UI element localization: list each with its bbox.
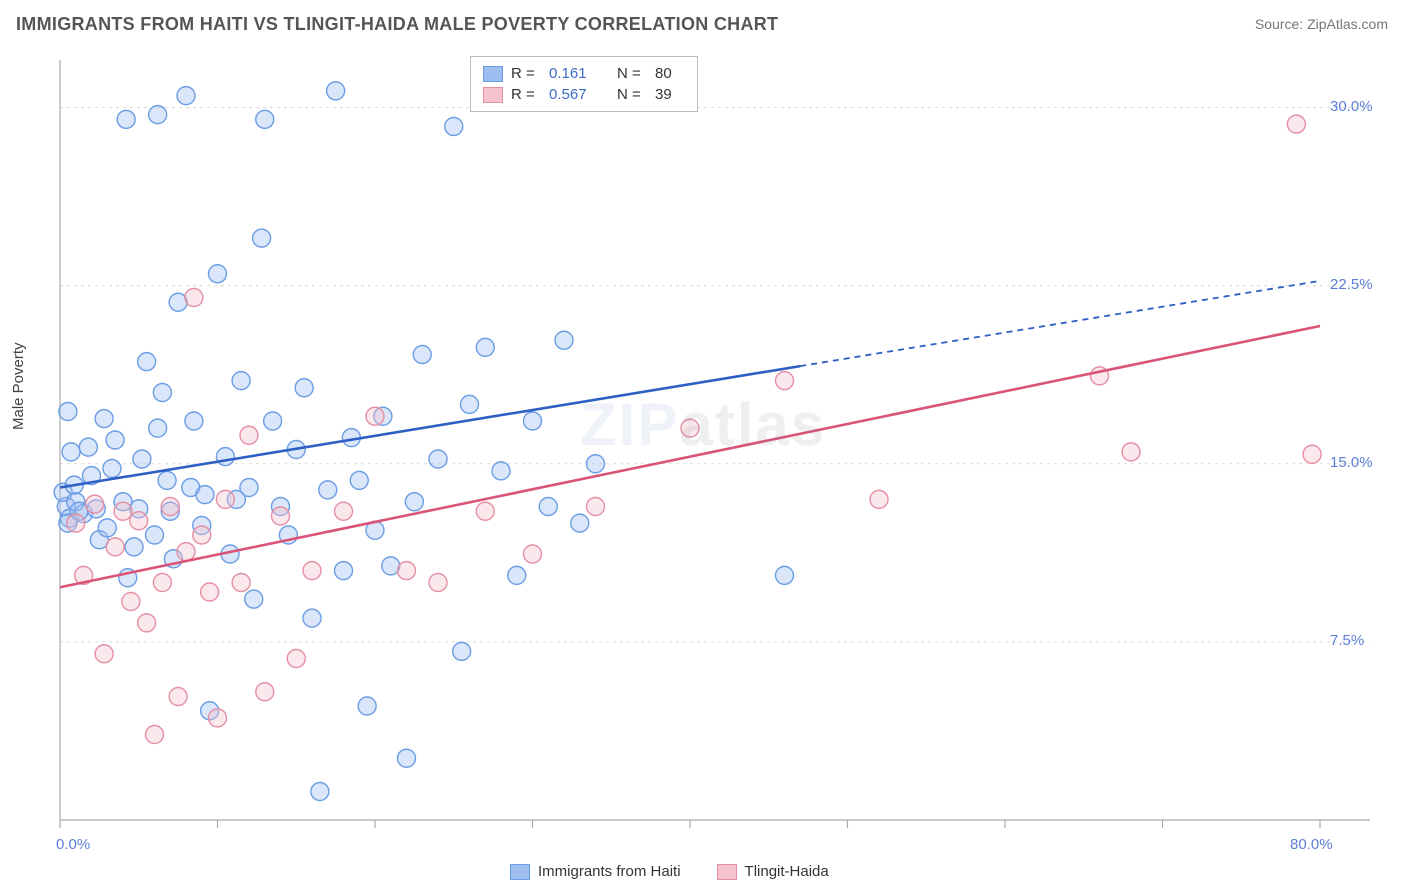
legend-n-symbol: N = [617,86,647,103]
source-site: ZipAtlas.com [1307,16,1388,32]
y-axis-label: Male Poverty [10,342,27,430]
legend-r-value-tlingit: 0.567 [549,86,609,103]
y-tick-label: 15.0% [1330,454,1373,471]
legend-r-value-haiti: 0.161 [549,65,609,82]
legend-swatch-haiti [483,66,503,82]
legend-swatch-tlingit-icon [717,864,737,880]
legend-row-haiti: R = 0.161 N = 80 [483,63,685,84]
legend-item-tlingit: Tlingit-Haida [717,863,829,880]
legend-item-haiti: Immigrants from Haiti [510,863,681,880]
legend-label-haiti: Immigrants from Haiti [538,863,681,880]
y-tick-label: 30.0% [1330,98,1373,115]
chart-container: IMMIGRANTS FROM HAITI VS TLINGIT-HAIDA M… [0,0,1406,892]
legend-n-value-tlingit: 39 [655,86,685,103]
chart-title: IMMIGRANTS FROM HAITI VS TLINGIT-HAIDA M… [16,14,778,35]
x-tick-label: 0.0% [56,836,90,853]
chart-svg [50,50,1380,840]
legend-swatch-tlingit [483,87,503,103]
legend-row-tlingit: R = 0.567 N = 39 [483,84,685,105]
source-label: Source: [1255,16,1303,32]
legend-swatch-haiti-icon [510,864,530,880]
x-tick-label: 80.0% [1290,836,1333,853]
y-tick-label: 7.5% [1330,632,1364,649]
legend-r-symbol: R = [511,65,541,82]
chart-source: Source: ZipAtlas.com [1255,16,1388,32]
legend-correlation-box: R = 0.161 N = 80 R = 0.567 N = 39 [470,56,698,112]
legend-label-tlingit: Tlingit-Haida [745,863,829,880]
legend-n-value-haiti: 80 [655,65,685,82]
legend-r-symbol: R = [511,86,541,103]
legend-series: Immigrants from Haiti Tlingit-Haida [510,863,829,880]
plot-area [50,50,1380,820]
y-tick-label: 22.5% [1330,276,1373,293]
legend-n-symbol: N = [617,65,647,82]
